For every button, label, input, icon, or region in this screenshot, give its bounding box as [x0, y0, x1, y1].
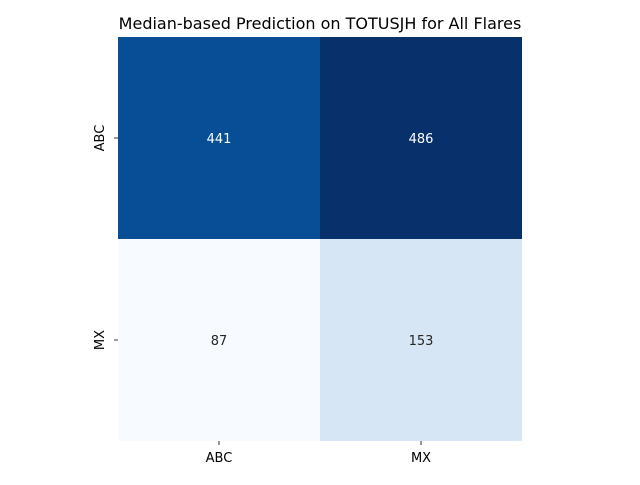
- x-tick-label: ABC: [206, 451, 233, 466]
- chart-title: Median-based Prediction on TOTUSJH for A…: [119, 14, 522, 33]
- cell-value-label: 486: [409, 132, 434, 147]
- cell-annotations: 441 486 87 153: [207, 132, 434, 349]
- heatmap-cell-mx-abc: [118, 239, 320, 441]
- y-tick-label: ABC: [93, 125, 108, 152]
- cell-value-label: 87: [211, 334, 228, 349]
- y-tick-label: MX: [93, 330, 108, 350]
- y-axis: ABC MX: [93, 125, 118, 350]
- x-tick-label: MX: [411, 451, 431, 466]
- heatmap-cells: [118, 37, 522, 441]
- heatmap-cell-mx-mx: [320, 239, 522, 441]
- cell-value-label: 441: [207, 132, 232, 147]
- heatmap-cell-abc-mx: [320, 37, 522, 239]
- x-axis: ABC MX: [206, 441, 431, 466]
- cell-value-label: 153: [409, 334, 434, 349]
- heatmap-cell-abc-abc: [118, 37, 320, 239]
